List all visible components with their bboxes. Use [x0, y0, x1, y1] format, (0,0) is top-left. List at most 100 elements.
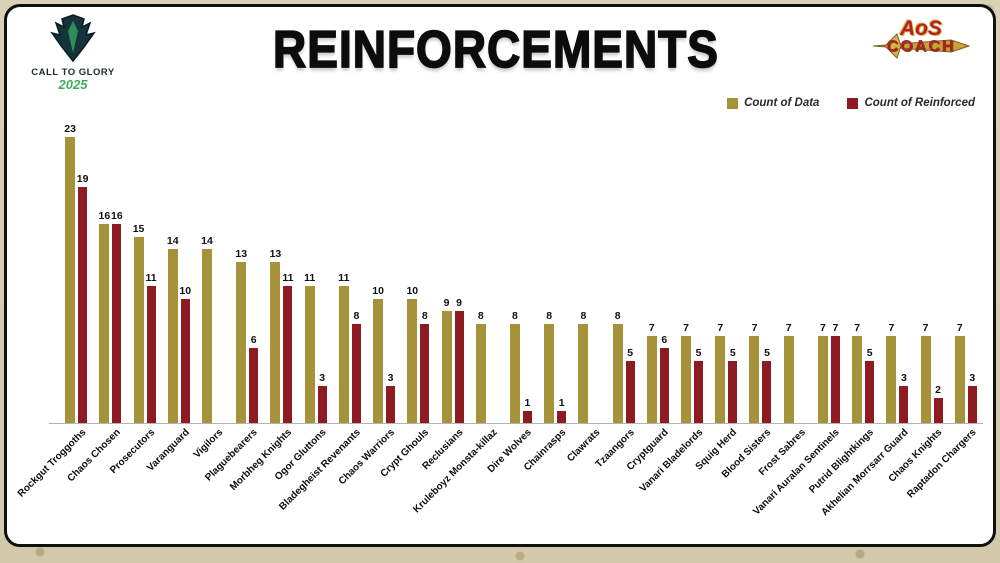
- legend-item-count-of-data: Count of Data: [727, 97, 819, 109]
- legend-swatch-count-of-reinforced: [847, 97, 859, 109]
- bar-count-of-data: [852, 336, 863, 423]
- bar-value-label: 8: [477, 310, 484, 322]
- bar-value-label: 2: [935, 384, 941, 396]
- bar-group: 8 5 Tzaangors: [593, 125, 641, 543]
- bar-wrap: 7: [715, 322, 726, 423]
- bar-wrap: 7: [681, 322, 692, 423]
- bar-value-label: 23: [64, 123, 76, 135]
- bar-count-of-reinforced: [180, 299, 190, 423]
- bar-value-label: 5: [627, 347, 634, 359]
- bar-count-of-data: [954, 336, 965, 423]
- bar-group: 10 3 Chaos Warriors: [337, 125, 401, 543]
- legend-label-count-of-data: Count of Data: [744, 97, 820, 109]
- bar-wrap: 7: [830, 322, 840, 423]
- bar-wrap: 5: [625, 347, 635, 423]
- bar-value-label: 14: [201, 235, 213, 247]
- bar-group: 7 3 Akhelian Morrsarr Guard: [819, 125, 914, 543]
- bar-wrap: 10: [179, 285, 191, 423]
- bar-wrap: 7: [886, 322, 897, 423]
- page-title: REINFORCEMENTS: [272, 19, 719, 79]
- bar-wrap: 6: [659, 334, 669, 423]
- bar-value-label: 19: [76, 173, 89, 185]
- bar-count-of-data: [612, 324, 623, 423]
- bar-group: 13 6 Plaguebearers: [203, 125, 264, 543]
- bar-value-label: 8: [546, 310, 553, 322]
- bar-group: 7 5 Putrid Blightkings: [807, 125, 880, 543]
- bar-value-label: 8: [580, 310, 587, 322]
- bar-group: 8 1 Chainrasps: [522, 125, 572, 543]
- bar-wrap: 13: [235, 248, 247, 423]
- bar-value-label: 5: [866, 347, 873, 359]
- bar-wrap: 8: [475, 310, 486, 423]
- aos-coach-line2: COACH: [886, 38, 956, 55]
- bar-value-label: 16: [98, 210, 111, 222]
- bar-wrap: 2: [933, 384, 943, 423]
- bar-value-label: 11: [282, 272, 294, 284]
- bar-count-of-data: [475, 324, 486, 423]
- bar-wrap: 7: [646, 322, 657, 423]
- bar-wrap: 10: [406, 285, 418, 423]
- bar-wrap: 3: [967, 372, 977, 423]
- bar-wrap: 3: [899, 372, 909, 423]
- bar-count-of-data: [509, 324, 520, 423]
- bar-value-label: 8: [614, 310, 621, 322]
- bar-value-label: 11: [304, 272, 316, 284]
- aos-coach-logo: AoS COACH: [863, 13, 979, 59]
- bar-wrap: 16: [98, 210, 110, 423]
- bar-value-label: 16: [110, 210, 123, 222]
- compass-arrow-icon: [872, 33, 971, 59]
- bar-value-label: 14: [166, 235, 179, 247]
- bar-wrap: 7: [749, 322, 760, 423]
- bar-wrap: 5: [865, 347, 875, 423]
- bar-count-of-data: [338, 286, 349, 423]
- bar-value-label: 5: [729, 347, 736, 359]
- bar-count-of-data: [65, 137, 76, 423]
- bar-group: 9 9 Reclusians: [420, 125, 469, 543]
- bar-value-label: 7: [751, 322, 758, 334]
- bar-wrap: 7: [852, 322, 863, 423]
- bar-count-of-reinforced: [317, 386, 327, 423]
- bar-value-label: 10: [372, 285, 384, 297]
- bar-group: 15 11 Prosecutors: [108, 125, 161, 543]
- bar-count-of-reinforced: [830, 336, 840, 423]
- bar-chart: 23 19 Rockgut Troggoths 16 16 Chaos Chosen 15 1…: [16, 123, 983, 543]
- bar-value-label: 8: [421, 310, 428, 322]
- legend-swatch-count-of-data: [727, 97, 739, 109]
- bar-wrap: 1: [557, 397, 567, 423]
- bar-wrap: 1: [522, 397, 532, 423]
- bar-wrap: 8: [578, 310, 589, 423]
- bar-value-label: 7: [854, 322, 861, 334]
- bar-value-label: 3: [387, 372, 394, 384]
- bar-count-of-reinforced: [351, 324, 361, 423]
- bar-count-of-data: [373, 299, 384, 423]
- bar-count-of-data: [167, 249, 178, 423]
- bar-wrap: 5: [694, 347, 704, 423]
- bar-group: 7 6 Cryptguard: [625, 125, 675, 543]
- bar-wrap: 19: [77, 173, 88, 423]
- bar-count-of-reinforced: [933, 398, 943, 423]
- category-label: Vigilors: [192, 427, 226, 461]
- bar-wrap: 16: [111, 210, 123, 423]
- bar-count-of-data: [749, 336, 760, 423]
- chart-panel: CALL TO GLORY 2025 REINFORCEMENTS AoS CO…: [4, 4, 996, 547]
- bar-group: 14 10 Varanguard: [145, 125, 196, 543]
- bar-count-of-reinforced: [146, 286, 156, 423]
- bar-value-label: 6: [661, 334, 668, 346]
- bar-wrap: 11: [282, 272, 293, 423]
- bar-value-label: 7: [785, 322, 792, 334]
- bar-count-of-reinforced: [386, 386, 396, 423]
- bar-count-of-data: [201, 249, 212, 423]
- bar-group: 16 16 Chaos Chosen: [66, 125, 127, 543]
- bar-wrap: 7: [783, 322, 794, 423]
- bar-group: 7 5 Squig Herd: [694, 125, 743, 543]
- bar-wrap: 15: [133, 223, 144, 423]
- bar-wrap: 9: [454, 297, 464, 423]
- bar-value-label: 13: [235, 248, 248, 260]
- legend-label-count-of-reinforced: Count of Reinforced: [864, 97, 975, 109]
- bar-wrap: 3: [386, 372, 396, 423]
- bar-wrap: 8: [351, 310, 361, 423]
- bar-value-label: 13: [269, 248, 282, 260]
- bar-group: 7 Frost Sabres: [756, 125, 812, 543]
- bar-count-of-data: [646, 336, 657, 423]
- bar-value-label: 7: [956, 322, 963, 334]
